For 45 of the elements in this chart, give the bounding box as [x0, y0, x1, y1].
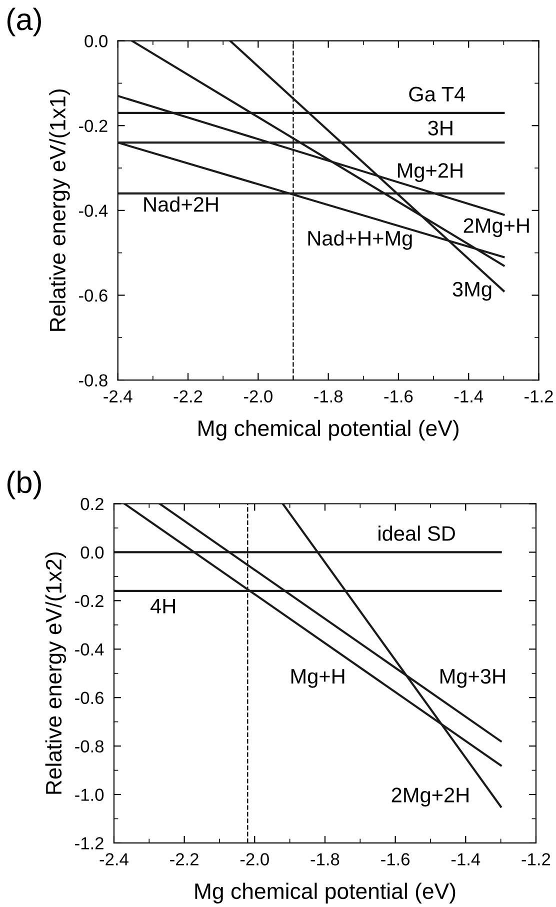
y-tick-label: -0.2	[75, 594, 104, 608]
annotation: 2Mg+H	[464, 218, 529, 238]
y-axis-title: Relative energy eV/(1x1)	[49, 90, 70, 331]
y-tick-label: -0.8	[79, 374, 108, 386]
annotation: 3Mg	[452, 282, 492, 301]
annotation: Mg+H	[291, 669, 344, 688]
annotation: 4H	[150, 598, 175, 614]
x-tick-label: -2.2	[170, 853, 198, 866]
annotation: ideal SD	[378, 526, 455, 541]
y-tick-label: -0.6	[79, 289, 108, 302]
y-tick-label: 0.2	[80, 498, 104, 510]
annotation: Ga T4	[409, 86, 466, 102]
y-tick-label: 0.0	[84, 34, 108, 48]
x-axis-title: Mg chemical potential (eV)	[195, 882, 456, 904]
annotation: Mg+2H	[398, 163, 462, 182]
annotation: Nad+H+Mg	[308, 230, 412, 250]
x-tick-label: -2.0	[244, 390, 272, 403]
chart-title: (b)	[7, 470, 42, 500]
y-tick-label: 0.0	[80, 546, 104, 559]
x-tick-label: -2.2	[174, 390, 202, 402]
x-tick-label: -1.4	[454, 390, 484, 402]
y-axis-title: Relative energy eV/(1x2)	[45, 552, 66, 794]
annotation: 3H	[428, 120, 452, 136]
x-axis-title: Mg chemical potential (eV)	[198, 420, 458, 441]
x-tick-label: -1.4	[451, 853, 480, 866]
x-tick-label: -1.8	[310, 853, 340, 866]
annotation: 2Mg+2H	[392, 788, 468, 807]
y-tick-label: -0.2	[79, 120, 108, 132]
x-tick-label: -1.2	[522, 853, 550, 866]
x-tick-label: -2.4	[100, 853, 128, 866]
x-tick-label: -1.6	[384, 390, 413, 403]
chart-title: (a)	[7, 8, 42, 36]
y-tick-label: -1.0	[75, 788, 104, 801]
y-tick-label: -0.8	[75, 740, 104, 753]
y-tick-label: -1.2	[75, 837, 104, 850]
y-tick-label: -0.4	[75, 643, 104, 656]
x-tick-label: -2.0	[240, 853, 269, 866]
x-tick-label: -2.4	[104, 390, 132, 402]
y-tick-label: -0.6	[75, 692, 104, 704]
y-tick-label: -0.4	[79, 204, 108, 217]
x-tick-label: -1.2	[524, 390, 553, 402]
annotation: Nad+2H	[144, 196, 218, 212]
annotation: Mg+3H	[440, 668, 505, 688]
x-tick-label: -1.6	[381, 853, 410, 866]
x-tick-label: -1.8	[314, 390, 343, 403]
